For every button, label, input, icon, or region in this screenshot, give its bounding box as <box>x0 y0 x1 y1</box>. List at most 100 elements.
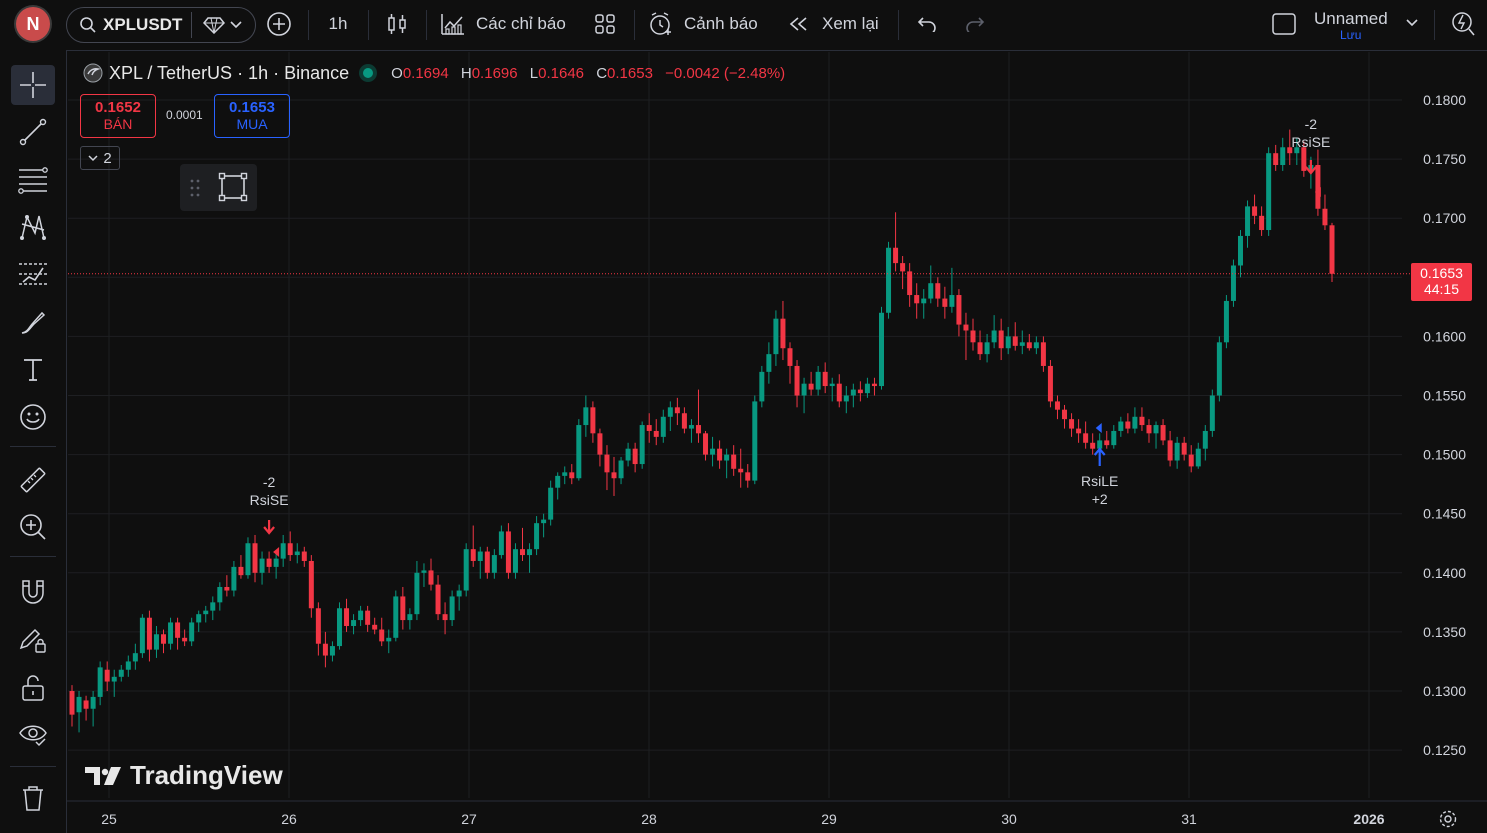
replay-button[interactable]: Xem lại <box>788 7 884 41</box>
sell-button[interactable]: 0.1652 BÁN <box>80 94 156 138</box>
candle-body <box>1111 430 1117 446</box>
candle-body <box>1005 336 1011 349</box>
candle-body <box>660 416 666 437</box>
alerts-button[interactable]: Cảnh báo <box>648 7 768 41</box>
magnet-icon <box>22 580 44 604</box>
candle-body <box>527 549 533 556</box>
layout-select-button[interactable] <box>1268 7 1300 41</box>
save-status: Lưu <box>1340 28 1362 42</box>
layout-name-button[interactable]: Unnamed Lưu <box>1306 7 1426 43</box>
candle-body <box>752 401 758 481</box>
candle-body <box>168 622 174 644</box>
candle-body <box>1287 147 1293 154</box>
candle-body <box>942 298 948 307</box>
indicators-button[interactable]: Các chỉ báo <box>440 7 574 41</box>
chevron-down-icon[interactable] <box>230 21 242 29</box>
buy-button[interactable]: 0.1653 MUA <box>214 94 290 138</box>
collapse-indicators-button[interactable]: 2 <box>80 146 120 170</box>
text-tool[interactable] <box>11 350 55 390</box>
candle-body <box>688 425 694 429</box>
candle-body <box>1040 342 1046 366</box>
candle-body <box>301 551 307 561</box>
trend-line-tool[interactable] <box>11 112 55 152</box>
templates-button[interactable] <box>588 7 622 41</box>
market-status-dot[interactable] <box>363 68 374 78</box>
candle-body <box>414 572 420 615</box>
compare-add-button[interactable] <box>262 7 296 41</box>
candle-body <box>780 318 786 349</box>
ruler-icon <box>20 467 46 493</box>
undo-button[interactable] <box>910 7 944 41</box>
axis-settings-icon[interactable] <box>1438 809 1458 829</box>
interval-button[interactable]: 1h <box>318 7 358 41</box>
candle-body <box>224 586 230 591</box>
candle-body <box>1245 206 1251 236</box>
candle-body <box>970 330 976 343</box>
redo-button[interactable] <box>958 7 992 41</box>
brush-tool[interactable] <box>11 302 55 342</box>
x-axis-tick-label: 31 <box>1181 811 1197 827</box>
lock-all-tool[interactable] <box>11 668 55 708</box>
chevron-down-icon <box>1406 19 1418 27</box>
candle-body <box>1237 235 1243 266</box>
candle-body <box>1188 454 1194 467</box>
ohlc-values: O0.1694 H0.1696 L0.1646 C0.1653 −0.0042 … <box>391 64 786 82</box>
select-rectangle-icon[interactable] <box>218 172 248 202</box>
y-axis-tick-label: 0.1450 <box>1423 506 1466 522</box>
forecast-tool[interactable] <box>11 255 55 295</box>
signal-arrow-up <box>1093 447 1106 466</box>
spread-value: 0.0001 <box>166 108 203 122</box>
sell-price: 0.1652 <box>95 99 141 116</box>
candle-body <box>1230 265 1236 301</box>
magnet-tool[interactable] <box>11 572 55 612</box>
x-axis-tick-label: 25 <box>101 811 117 827</box>
candle-body <box>308 560 314 609</box>
crosshair-tool[interactable] <box>11 65 55 105</box>
candle-body <box>153 634 159 650</box>
x-axis-tick-label: 27 <box>461 811 477 827</box>
y-axis-tick-label: 0.1250 <box>1423 742 1466 758</box>
diamond-icon[interactable] <box>203 16 225 34</box>
candle-body <box>139 617 145 654</box>
candle-body <box>653 430 659 437</box>
fib-tool[interactable] <box>11 160 55 200</box>
measure-tool[interactable] <box>11 460 55 500</box>
user-avatar[interactable]: N <box>16 7 50 41</box>
candle-body <box>949 295 955 307</box>
symbol-title[interactable]: XPL / TetherUS · 1h · Binance <box>109 62 350 83</box>
zoom-tool[interactable] <box>11 507 55 547</box>
candle-body <box>245 543 251 576</box>
emoji-tool[interactable] <box>11 397 55 437</box>
candle-body <box>773 318 779 355</box>
remove-drawings-tool[interactable] <box>11 778 55 818</box>
hide-drawings-tool[interactable] <box>11 715 55 755</box>
candle-body <box>69 691 75 715</box>
candle-body <box>864 383 870 394</box>
candle-body <box>907 271 913 296</box>
candle-body <box>1153 425 1159 434</box>
x-axis-tick-label: 29 <box>821 811 837 827</box>
lock-drawing-tool[interactable] <box>11 620 55 660</box>
candle-body <box>1083 433 1089 443</box>
candle-body <box>850 389 856 396</box>
candle-body <box>393 596 399 638</box>
candle-body <box>175 622 181 638</box>
symbol-search-button[interactable]: XPLUSDT <box>66 7 256 43</box>
candle-body <box>1280 147 1286 166</box>
candle-body <box>914 295 920 304</box>
tradingview-logo-icon <box>85 766 121 785</box>
price-chart[interactable]: 0.1800 0.1750 0.1700 0.1600 0.1550 0.1500 0.14… <box>67 51 1487 833</box>
pattern-tool[interactable] <box>11 207 55 247</box>
tradingview-watermark[interactable]: TradingView <box>84 760 283 791</box>
candle-body <box>766 354 772 372</box>
candle-body <box>146 617 152 650</box>
candle-body <box>203 610 209 615</box>
drag-handle-icon[interactable] <box>190 179 200 197</box>
quick-search-button[interactable] <box>1446 7 1480 41</box>
candle-body <box>1132 416 1138 429</box>
candle-body <box>1252 206 1258 216</box>
candle-body <box>182 637 188 642</box>
chart-type-button[interactable] <box>380 7 414 41</box>
candle-body <box>1139 416 1145 426</box>
x-axis-tick-label: 2026 <box>1353 811 1384 827</box>
